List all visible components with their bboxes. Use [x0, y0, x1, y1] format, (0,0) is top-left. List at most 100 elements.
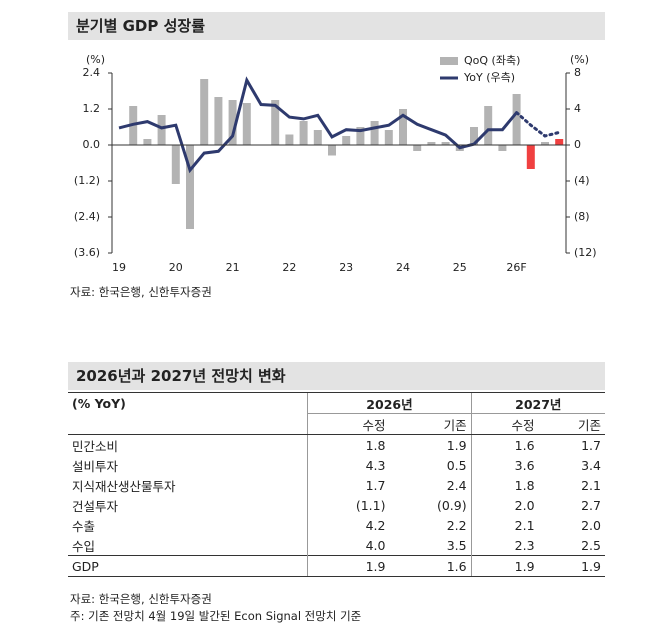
table-cell: 3.6	[470, 455, 539, 475]
x-tick-label: 25	[453, 261, 467, 274]
bar	[214, 97, 223, 145]
table-cell: 1.8	[470, 475, 539, 495]
y2-tick-label: (12)	[574, 246, 597, 259]
x-tick-label: 21	[226, 261, 240, 274]
y2-tick-label: 4	[574, 102, 581, 115]
table-row: 건설투자 (1.1) (0.9) 2.0 2.7	[68, 495, 605, 515]
table-cell: 건설투자	[72, 498, 119, 514]
legend-swatch	[440, 57, 458, 65]
legend-label: YoY (우측)	[463, 71, 515, 84]
y2-tick-label: 8	[574, 66, 581, 79]
chart: (%) (%) (3.6) (2.4) (1.2) 0.0 1.2 2.4 (12) (8) (4)…	[74, 53, 597, 274]
bar	[313, 130, 322, 145]
table-cell: 0.5	[446, 457, 467, 473]
y-tick-label: (3.6)	[74, 246, 100, 259]
bar	[271, 100, 280, 145]
y-tick-label: (1.2)	[74, 174, 100, 187]
table-cell: 2.4	[446, 477, 467, 493]
table-cell: (0.9)	[436, 497, 467, 513]
table-cell: 4.3	[307, 455, 390, 475]
table-row: 수정 기존 수정 기존	[68, 413, 605, 435]
table-cell: 기존	[389, 413, 472, 435]
table-cell: 1.9	[538, 555, 605, 577]
table-cell: (1.1)	[307, 495, 390, 515]
bar	[228, 100, 237, 145]
table-cell: 수출	[72, 518, 96, 534]
y2-tick-label: 0	[574, 138, 581, 151]
bar	[541, 142, 549, 145]
table-cell: 1.6	[389, 555, 472, 577]
y2-tick-label: (4)	[574, 174, 590, 187]
table-row: 설비투자 4.3 0.5 3.6 3.4	[68, 455, 605, 475]
y-tick-label: 2.4	[83, 66, 101, 79]
table-cell: 2.0	[581, 517, 601, 533]
chart-title: 분기별 GDP 성장률	[68, 12, 605, 40]
table-cell: 2.2	[446, 517, 467, 533]
table-cell: (% YoY)	[68, 392, 308, 414]
table-cell: 3.4	[581, 457, 601, 473]
table-cell: GDP	[68, 555, 308, 577]
bar	[143, 139, 152, 145]
bar	[370, 121, 379, 145]
bar	[470, 127, 478, 145]
table-cell: 1.6	[470, 434, 539, 455]
table-note: 주: 기존 전망치 4월 19일 발간된 Econ Signal 전망치 기준	[70, 609, 362, 623]
table-cell	[68, 413, 308, 435]
bar	[171, 145, 180, 184]
bar	[285, 134, 294, 145]
table-cell: 수정	[307, 413, 390, 435]
bar	[356, 127, 365, 145]
y-unit: (%)	[86, 53, 105, 66]
x-tick-label: 23	[339, 261, 353, 274]
bar	[526, 145, 535, 169]
bar	[399, 109, 407, 145]
line-forecast	[515, 111, 561, 138]
bar	[427, 142, 436, 145]
bar	[484, 106, 493, 145]
table-cell: 1.9	[470, 555, 539, 577]
table-cell: 4.0	[307, 535, 390, 556]
y-tick-label: 0.0	[83, 138, 101, 151]
table-cell: 민간소비	[72, 438, 119, 454]
table-cell: 1.9	[307, 555, 390, 577]
table-cell: 수정	[470, 413, 539, 435]
table-title: 2026년과 2027년 전망치 변화	[68, 362, 605, 390]
bar	[384, 130, 393, 145]
x-tick-label: 19	[112, 261, 126, 274]
table-cell: 1.7	[307, 475, 390, 495]
table-row: 민간소비 1.8 1.9 1.6 1.7	[68, 434, 605, 455]
table-cell: 1.9	[446, 437, 467, 453]
table-cell: 2.3	[470, 535, 539, 556]
y2-tick-label: (8)	[574, 210, 590, 223]
table-cell: 2.1	[470, 515, 539, 535]
table-row: 수입 4.0 3.5 2.3 2.5	[68, 535, 605, 556]
bar	[157, 115, 166, 145]
bar	[342, 136, 351, 145]
table-cell: 2.0	[470, 495, 539, 515]
table-row: 지식재산생산물투자 1.7 2.4 1.8 2.1	[68, 475, 605, 495]
table-cell: 2.5	[581, 537, 601, 553]
table-cell: 기존	[538, 413, 605, 435]
table-cell: 2026년	[307, 392, 472, 414]
bar	[200, 79, 209, 145]
table-cell: 1.8	[307, 434, 390, 455]
x-tick-label: 26F	[506, 261, 526, 274]
bar	[328, 145, 336, 156]
bar	[498, 145, 507, 151]
table-cell: 4.2	[307, 515, 390, 535]
table-cell: 2.1	[581, 477, 601, 493]
forecast-table: (% YoY) 2026년 2027년 수정 기존 수정 기존 민간소비 1.8 1.9 1.6 1.…	[68, 392, 605, 577]
bar	[242, 103, 251, 145]
bar	[299, 121, 308, 145]
x-tick-label: 22	[282, 261, 296, 274]
table-cell: 설비투자	[72, 458, 119, 474]
bar	[441, 142, 450, 145]
table-cell: 지식재산생산물투자	[72, 478, 176, 494]
table-note: 자료: 한국은행, 신한투자증권	[70, 592, 212, 606]
table-row: GDP 1.9 1.6 1.9 1.9	[68, 555, 605, 577]
x-tick-label: 24	[396, 261, 410, 274]
table-row: 수출 4.2 2.2 2.1 2.0	[68, 515, 605, 535]
y-tick-label: (2.4)	[74, 210, 100, 223]
y2-unit: (%)	[570, 53, 589, 66]
